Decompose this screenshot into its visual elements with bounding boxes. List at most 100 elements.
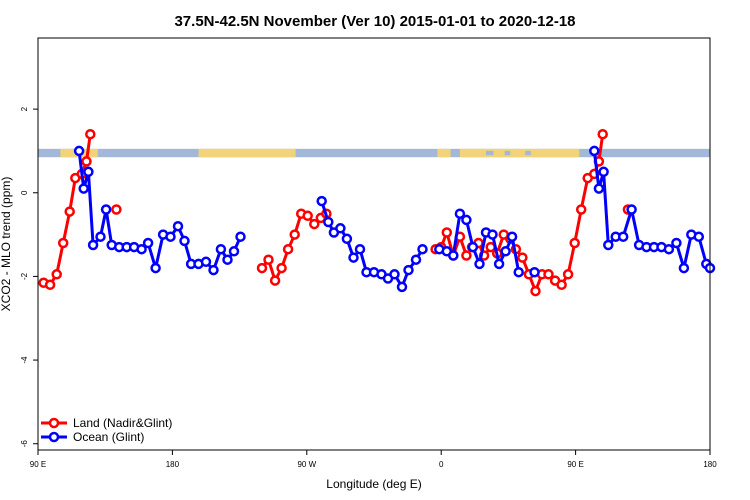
legend-marker-ocean — [48, 431, 60, 443]
data-point-ocean — [316, 195, 327, 207]
x-tick-label: 90 E — [30, 460, 46, 469]
x-tick-label: 90 E — [567, 460, 583, 469]
ocean-band-notch — [486, 150, 494, 156]
data-point-ocean — [73, 145, 85, 157]
data-point-ocean — [410, 254, 422, 265]
land-ocean-band — [38, 148, 710, 158]
x-tick-label: 180 — [166, 460, 180, 469]
data-point-land — [569, 237, 580, 249]
y-tick-label: 0 — [20, 190, 29, 195]
data-point-land — [517, 252, 528, 263]
data-point-ocean — [678, 262, 690, 274]
data-point-ocean — [417, 243, 428, 255]
data-point-ocean — [487, 229, 498, 240]
y-tick-label: 2 — [20, 106, 29, 111]
data-point-ocean — [461, 214, 472, 226]
data-point-ocean — [454, 208, 466, 219]
x-axis: 90 E 180 90 W 0 90 E 180 — [30, 450, 717, 469]
data-point-ocean — [165, 231, 176, 242]
data-point-land — [302, 210, 313, 222]
data-point-ocean — [626, 204, 637, 215]
data-point-ocean — [136, 243, 147, 255]
data-point-ocean — [593, 183, 605, 194]
data-point-ocean — [95, 231, 106, 242]
data-point-ocean — [228, 246, 240, 257]
data-point-land — [256, 262, 268, 274]
legend-label-ocean: Ocean (Glint) — [73, 430, 144, 444]
data-point-ocean — [172, 220, 184, 232]
data-point-ocean — [403, 264, 414, 276]
y-tick-label: -4 — [20, 356, 29, 364]
data-point-ocean — [100, 204, 112, 215]
data-point-ocean — [323, 216, 334, 228]
data-point-land — [597, 128, 608, 140]
data-point-ocean — [500, 246, 511, 257]
legend: Land (Nadir&Glint) Ocean (Glint) — [41, 416, 172, 444]
data-point-ocean — [235, 231, 246, 242]
data-point-ocean — [83, 166, 94, 178]
data-point-land — [556, 279, 567, 291]
legend-label-land: Land (Nadir&Glint) — [73, 416, 172, 430]
data-point-ocean — [150, 262, 161, 274]
data-point-land — [51, 269, 62, 280]
data-point-ocean — [389, 269, 400, 280]
data-point-ocean — [513, 266, 524, 278]
data-point-ocean — [87, 239, 99, 251]
data-point-ocean — [222, 254, 233, 265]
data-point-land — [85, 128, 96, 140]
data-point-ocean — [215, 243, 227, 255]
y-tick-label: -6 — [20, 440, 29, 448]
data-point-land — [562, 269, 574, 280]
data-point-land — [111, 204, 122, 215]
ocean-band — [38, 148, 710, 158]
data-point-land — [461, 250, 472, 261]
x-tick-label: 90 W — [297, 460, 316, 469]
ocean-band-notch — [504, 150, 511, 156]
land-band-segment — [198, 148, 296, 158]
data-point-ocean — [598, 166, 609, 178]
data-point-ocean — [396, 281, 408, 293]
data-point-ocean — [467, 241, 479, 253]
data-point-land — [263, 254, 274, 265]
plot-frame — [37, 37, 711, 451]
data-point-land — [44, 279, 56, 291]
land-band-segment — [459, 148, 580, 158]
data-point-ocean — [529, 266, 540, 278]
land-band-segment — [437, 148, 451, 158]
data-point-ocean — [448, 250, 459, 261]
x-axis-label: Longitude (deg E) — [326, 477, 421, 491]
series-line-land — [435, 133, 605, 293]
chart-title: 37.5N-42.5N November (Ver 10) 2015-01-01… — [174, 13, 575, 30]
data-point-ocean — [78, 183, 89, 194]
data-point-ocean — [335, 223, 346, 234]
data-point-ocean — [179, 235, 190, 247]
data-point-land — [543, 269, 554, 280]
data-point-land — [309, 218, 320, 230]
data-point-land — [441, 227, 453, 238]
data-point-ocean — [200, 256, 212, 268]
data-point-ocean — [693, 231, 705, 242]
data-point-ocean — [493, 258, 505, 270]
data-point-land — [282, 243, 294, 255]
data-point-ocean — [142, 237, 154, 249]
data-point-land — [64, 206, 75, 217]
y-axis-label: XCO2 - MLO trend (ppm) — [0, 177, 13, 312]
data-point-land — [530, 285, 541, 297]
data-point-ocean — [589, 145, 600, 157]
data-point-ocean — [341, 233, 353, 245]
data-point-ocean — [506, 231, 518, 242]
data-point-land — [575, 204, 587, 215]
data-point-ocean — [474, 258, 485, 270]
legend-marker-land — [48, 417, 60, 429]
data-point-ocean — [603, 239, 614, 251]
data-point-ocean — [348, 252, 359, 263]
data-point-land — [81, 156, 92, 167]
y-axis: -6 -4 -2 0 2 — [20, 106, 38, 447]
data-point-ocean — [617, 231, 629, 242]
series-layer — [38, 128, 716, 297]
data-point-ocean — [208, 264, 219, 276]
data-point-land — [57, 237, 69, 249]
data-point-ocean — [663, 243, 675, 255]
data-point-land — [289, 229, 300, 240]
